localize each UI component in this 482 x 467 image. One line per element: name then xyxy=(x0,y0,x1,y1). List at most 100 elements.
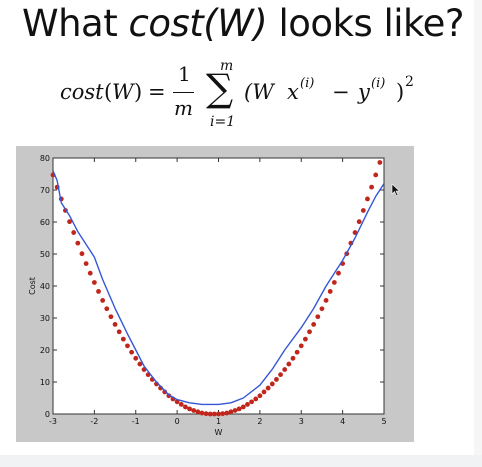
data-point xyxy=(79,251,85,257)
data-point xyxy=(278,372,283,378)
data-point xyxy=(294,349,300,355)
data-point xyxy=(100,298,106,303)
data-point xyxy=(311,322,317,327)
formula-equals: = xyxy=(148,80,166,104)
sum-lower-limit: i=1 xyxy=(210,114,236,130)
sum-upper-limit: m xyxy=(220,58,234,74)
data-point xyxy=(71,230,77,235)
data-point xyxy=(216,411,221,417)
sum-symbol: ∑ xyxy=(206,66,234,110)
mouse-cursor-icon xyxy=(391,183,401,197)
data-point xyxy=(365,196,370,202)
x-tick-label: 0 xyxy=(175,417,180,426)
cost-formula: cost ( W ) = 1 m m ∑ i=1 (W x (i) − y (i… xyxy=(60,52,460,142)
data-point xyxy=(199,410,205,416)
data-point xyxy=(282,367,288,372)
formula-arg: W xyxy=(112,80,134,104)
formula-term-open: (W xyxy=(244,80,274,104)
x-tick-label: 2 xyxy=(257,417,262,426)
data-point xyxy=(240,404,246,410)
chart-figure: -3 -2 -1 0 1 2 3 4 5 0 10 20 30 40 50 60 70 80 W Cost xyxy=(16,146,414,442)
data-point xyxy=(195,409,201,415)
data-point xyxy=(228,409,234,415)
y-tick-label: 50 xyxy=(40,250,50,259)
data-point xyxy=(269,381,275,387)
plot-area xyxy=(52,157,385,415)
data-point xyxy=(286,361,292,367)
data-point xyxy=(183,404,188,410)
data-point xyxy=(224,410,230,416)
data-point xyxy=(249,399,255,405)
data-point xyxy=(187,406,192,412)
data-point xyxy=(336,270,341,276)
x-tick-label: -1 xyxy=(132,417,140,426)
data-point xyxy=(323,298,329,303)
data-point xyxy=(274,377,279,382)
y-axis-label: Cost xyxy=(28,277,37,295)
x-tick-label: -3 xyxy=(49,417,57,426)
data-point xyxy=(116,329,122,335)
data-point xyxy=(245,402,250,407)
data-point xyxy=(331,280,337,285)
data-point xyxy=(253,396,259,402)
formula-y: y xyxy=(358,80,370,104)
formula-lhs: cost xyxy=(60,80,104,104)
formula-power: 2 xyxy=(405,74,414,90)
data-point xyxy=(174,399,180,405)
data-point xyxy=(112,322,118,327)
data-point xyxy=(236,406,242,412)
formula-term-close: ) xyxy=(396,80,405,104)
data-point xyxy=(211,411,217,417)
y-tick-label: 20 xyxy=(40,346,50,355)
data-point xyxy=(104,306,110,312)
x-axis-label: W xyxy=(215,428,223,437)
formula-frac-numerator: 1 xyxy=(178,62,191,86)
formula-open-paren: ( xyxy=(104,80,113,104)
data-point xyxy=(96,289,101,294)
data-point xyxy=(91,280,97,285)
data-point xyxy=(377,160,383,165)
data-point xyxy=(265,385,271,391)
y-tick-label: 10 xyxy=(40,378,50,387)
data-point xyxy=(261,389,267,395)
data-point xyxy=(87,270,93,276)
y-tick-label: 70 xyxy=(40,186,50,195)
data-point xyxy=(125,343,130,349)
formula-x-superscript: (i) xyxy=(300,76,315,91)
data-point xyxy=(108,314,114,320)
cost-line xyxy=(52,170,385,406)
bottom-strip xyxy=(0,455,482,467)
y-tick-label: 30 xyxy=(40,314,50,323)
data-point xyxy=(352,230,358,235)
data-point xyxy=(203,411,209,417)
data-point xyxy=(120,336,126,342)
data-point xyxy=(133,355,139,361)
x-tick-label: 4 xyxy=(340,417,345,426)
data-point xyxy=(356,219,362,225)
x-tick-label: -2 xyxy=(90,417,98,426)
x-tick-label: 5 xyxy=(381,417,386,426)
data-point xyxy=(129,349,135,355)
formula-minus: − xyxy=(332,80,350,104)
title-prefix: What xyxy=(22,2,129,45)
data-point xyxy=(319,306,325,312)
data-point xyxy=(257,393,263,399)
data-point xyxy=(298,343,304,349)
data-point xyxy=(67,219,72,225)
formula-frac-denominator: m xyxy=(174,96,193,120)
y-tick-label: 40 xyxy=(40,282,50,291)
slide-title: What cost(W) looks like? xyxy=(22,2,465,45)
slide-edge xyxy=(474,0,482,455)
data-point xyxy=(162,389,168,395)
data-point xyxy=(327,289,333,294)
data-point xyxy=(307,329,312,335)
data-point xyxy=(369,184,374,190)
data-point xyxy=(220,411,226,417)
title-function: cost(W) xyxy=(128,2,268,45)
title-suffix: looks like? xyxy=(267,2,465,45)
data-point xyxy=(315,314,321,320)
y-tick-label: 0 xyxy=(45,410,50,419)
x-tick-label: 3 xyxy=(299,417,304,426)
y-tick-label: 80 xyxy=(40,154,50,163)
